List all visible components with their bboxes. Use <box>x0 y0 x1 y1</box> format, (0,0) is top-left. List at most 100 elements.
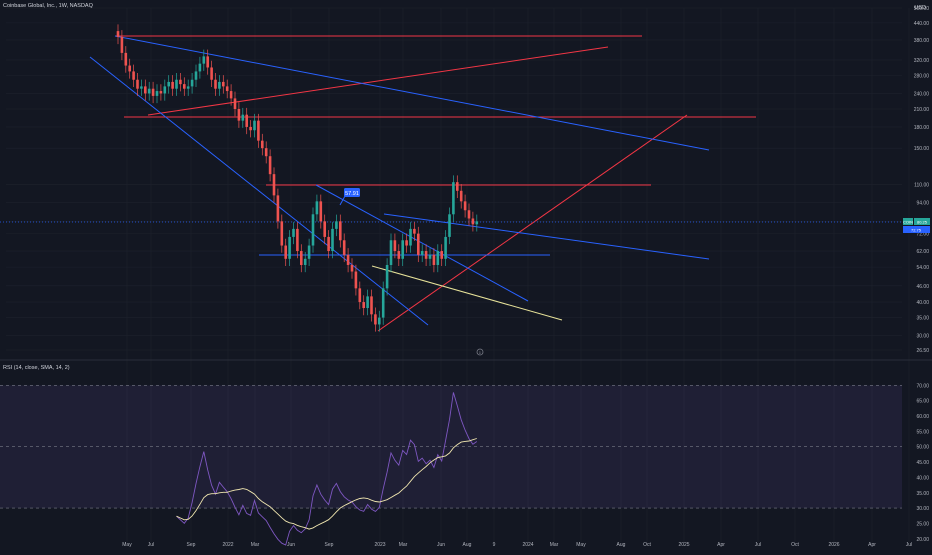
rsi-tick-label: 65.00 <box>916 399 929 405</box>
candle-body <box>253 120 256 131</box>
event-marker-label: D <box>479 351 482 355</box>
descending-trendline-short <box>383 213 710 260</box>
callout-box <box>344 188 360 197</box>
candle-body <box>132 71 135 80</box>
candle-body <box>214 79 217 89</box>
y-tick-label: 40.00 <box>916 300 929 306</box>
x-tick-label: Apr <box>717 542 725 548</box>
candle-body <box>194 71 198 80</box>
y-tick-label: 62.00 <box>916 249 929 255</box>
x-tick-label: 2022 <box>222 542 233 548</box>
candle-body <box>378 317 381 325</box>
candle-body <box>202 56 206 64</box>
y-tick-label: 94.00 <box>916 201 929 207</box>
candle-body <box>331 228 334 252</box>
x-tick-label: Sep <box>325 542 334 548</box>
candle-body <box>448 214 451 237</box>
candle-body <box>280 221 284 246</box>
descending-trendline-mid <box>315 184 529 302</box>
rising-channel-line <box>147 46 609 116</box>
candle-body <box>257 120 260 141</box>
candle-body <box>397 251 401 259</box>
candle-body <box>436 251 440 265</box>
candle-body <box>171 81 174 89</box>
price-badge-last <box>914 218 930 225</box>
event-marker-icon <box>476 348 484 356</box>
x-tick-label: 2024 <box>522 542 533 548</box>
x-tick-label: Jul <box>755 542 761 548</box>
rsi-tick-label: 70.00 <box>916 383 929 389</box>
x-tick-label: Aug <box>463 542 472 548</box>
candle-body <box>381 288 385 318</box>
candle-body <box>261 140 264 149</box>
candle-body <box>463 201 467 211</box>
candle-body <box>206 56 209 68</box>
x-tick-label: May <box>122 542 132 548</box>
candle-body <box>401 240 404 259</box>
y-tick-label: 46.00 <box>916 284 929 290</box>
candle-body <box>335 221 338 229</box>
x-tick-label: Oct <box>643 542 651 548</box>
x-tick-label: 2025 <box>678 542 689 548</box>
candle-body <box>307 245 311 259</box>
candle-body <box>342 240 346 255</box>
y-tick-label: 440.00 <box>914 21 930 27</box>
rsi-bands <box>0 385 902 509</box>
y-tick-label: 72.00 <box>916 232 929 238</box>
candle-body <box>303 258 307 265</box>
trendline-drawings[interactable] <box>0 35 902 332</box>
y-tick-label: 320.00 <box>914 58 930 64</box>
candles <box>116 24 479 332</box>
candle-body <box>268 156 272 175</box>
candle-body <box>136 79 139 89</box>
candle-body <box>249 126 252 131</box>
candle-body <box>124 52 128 66</box>
candle-body <box>354 271 358 289</box>
rsi-tick-label: 25.00 <box>916 521 929 527</box>
price-badge-label <box>903 226 930 233</box>
axes: 500.00 440.00 380.00 320.00 280.00 240.00 210.… <box>0 6 932 548</box>
candle-body <box>272 174 276 196</box>
candle-body <box>319 201 323 222</box>
candle-body <box>163 86 167 94</box>
candle-body <box>444 236 447 259</box>
rsi-tick-label: 60.00 <box>916 414 929 420</box>
candle-body <box>140 86 143 89</box>
candle-body <box>300 251 303 265</box>
candle-body <box>424 251 428 259</box>
x-tick-label: Jun <box>437 542 445 548</box>
candle-body <box>198 63 202 72</box>
price-badge-symbol <box>903 218 913 225</box>
chart-title: Coinbase Global, Inc., 1W, NASDAQ <box>3 3 93 9</box>
candle-body <box>175 79 178 89</box>
grid <box>6 7 910 542</box>
y-tick-label: 110.00 <box>914 182 929 188</box>
candle-body <box>155 91 159 96</box>
candle-body <box>420 251 424 255</box>
rsi-indicator-label[interactable]: RSI (14, close, SMA, 14, 2) <box>3 365 70 371</box>
candle-body <box>327 236 330 252</box>
x-tick-label: 2023 <box>374 542 385 548</box>
candle-body <box>210 67 213 80</box>
x-tick-label: 9 <box>493 542 496 548</box>
candle-body <box>459 190 463 202</box>
x-tick-label: Mar <box>251 542 260 548</box>
candle-body <box>296 228 299 252</box>
candle-body <box>179 79 182 85</box>
candle-body <box>339 221 342 241</box>
callout-arrow <box>339 195 346 206</box>
candle-body <box>405 240 408 246</box>
candle-body <box>385 264 389 289</box>
rsi-series <box>176 392 478 546</box>
x-tick-label: May <box>576 542 586 548</box>
candle-body <box>428 254 432 259</box>
candle-body <box>315 201 319 215</box>
price-badge-last-text: 80.25 <box>917 220 928 225</box>
y-tick-label: 240.00 <box>914 91 930 97</box>
y-tick-label: 35.00 <box>916 316 929 322</box>
x-tick-label: Oct <box>791 542 799 548</box>
rsi-tick-label: 40.00 <box>916 475 929 481</box>
candle-body <box>229 91 233 99</box>
